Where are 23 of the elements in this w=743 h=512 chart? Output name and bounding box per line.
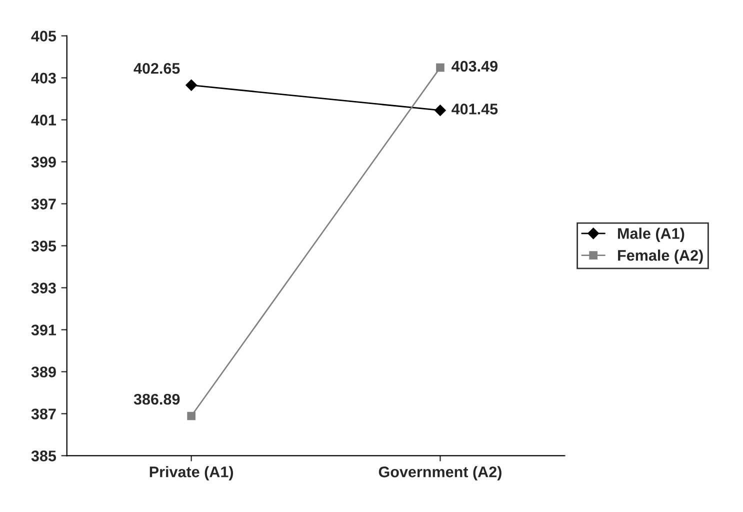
y-tick-label: 403 [31, 72, 56, 84]
y-tick-label: 387 [31, 408, 56, 420]
y-tick-label: 391 [31, 324, 56, 336]
point [187, 412, 196, 420]
point [434, 104, 446, 116]
x-tick-label: Private (A1) [150, 466, 234, 480]
y-tick-label: 405 [31, 30, 56, 42]
y-tick-label: 401 [31, 114, 56, 126]
point [436, 63, 444, 72]
y-tick-label: 397 [31, 198, 56, 210]
y-tick-label: 385 [31, 450, 56, 462]
y-tick-label: 393 [31, 282, 56, 294]
x-tick-label: Government (A2) [378, 466, 502, 480]
data-label: 403.49 [452, 60, 498, 72]
point [186, 80, 197, 91]
y-tick-label: 395 [31, 240, 56, 252]
data-label: 401.45 [452, 104, 498, 114]
legend-label: Female (A2) [618, 250, 703, 264]
legend-label: Male (A1) [618, 228, 684, 242]
data-label: 402.65 [134, 63, 180, 74]
y-tick-label: 389 [31, 366, 56, 378]
y-tick-label: 399 [31, 156, 56, 168]
data-label: 386.89 [134, 394, 180, 405]
